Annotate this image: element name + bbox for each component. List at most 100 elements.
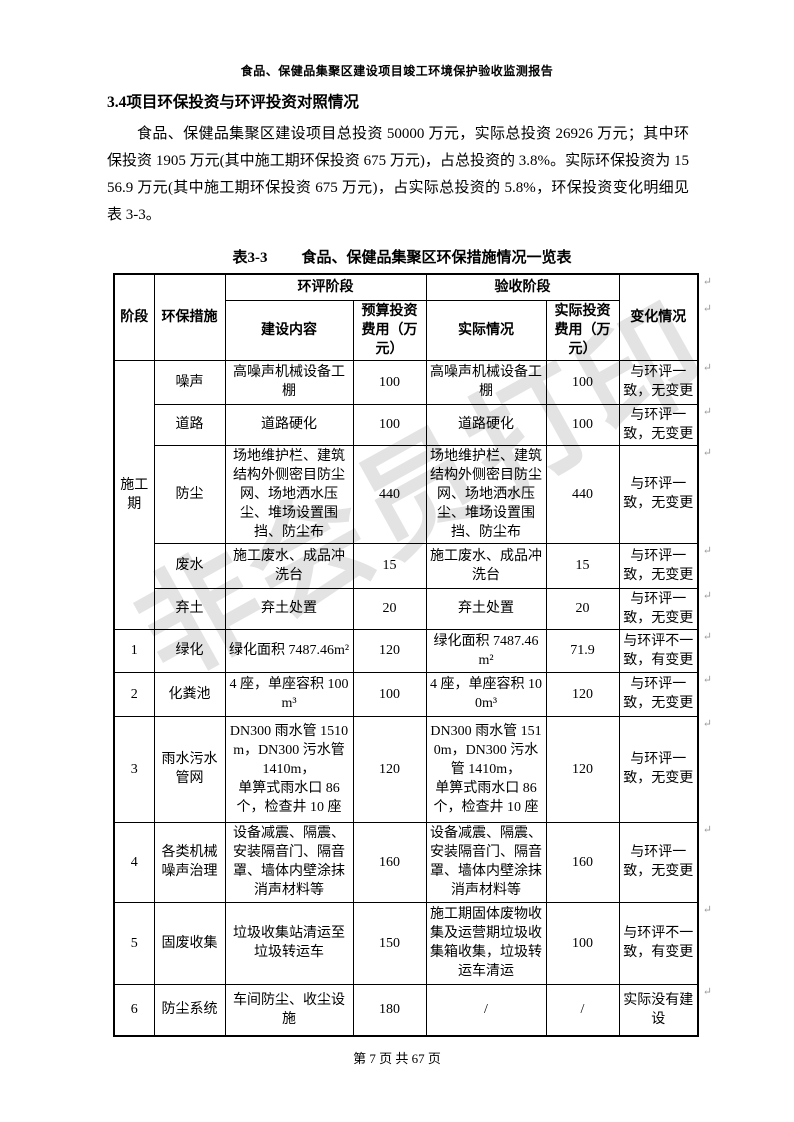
cell-change: 与环评一致，无变更 ↵ [618,587,712,630]
cell-measure: 化粪池 [153,671,226,717]
table-row: 防尘 场地维护栏、建筑结构外侧密目防尘网、场地洒水压尘、堆场设置围挡、防尘布 440… [114,444,712,544]
section-title: 3.4项目环保投资与环评投资对照情况 [107,94,359,111]
paragraph-mark: ↵ [702,303,712,315]
cell-actual-situation: 道路硬化 [425,403,547,446]
table-row: 2 化粪池 4 座，单座容积 100m³ 100 4 座，单座容积 100m³ 120 与环… [113,671,712,717]
cell-actual-cost: 100 [545,901,620,985]
cell-budget-cost: 20 [352,587,427,630]
paragraph-mark: ↵ [702,630,712,643]
paragraph-mark: ↵ [702,446,712,459]
cell-change: 与环评不一致，有变更 ↵ [618,628,712,673]
cell-construction-content: 场地维护栏、建筑结构外侧密目防尘网、场地洒水压尘、堆场设置围挡、防尘布 [224,444,354,544]
cell-stage: 6 [113,983,155,1037]
cell-actual-cost: 100 [545,359,620,405]
cell-construction-content: 绿化面积 7487.46m² [224,628,354,673]
cell-stage: 1 [113,628,155,673]
body-paragraph: 食品、保健品集聚区建设项目总投资 50000 万元，实际总投资 26926 万元… [107,126,689,223]
cell-construction-content: DN300 雨水管 1510m，DN300 污水管 1410m， 单箅式雨水口 … [224,715,354,823]
table-row: 废水 施工废水、成品冲洗台 15 施工废水、成品冲洗台 15 与环评一致，无变更 ↵ [114,542,712,589]
cell-measure: 防尘 [153,444,226,544]
cell-actual-situation: 施工期固体废物收集及运营期垃圾收集箱收集，垃圾转运车清运 [425,901,547,985]
header-change: 变化情况 ↵ ↵ [618,273,712,361]
cell-budget-cost: 120 [352,715,427,823]
cell-measure: 道路 [153,403,226,446]
header-stage: 阶段 [113,273,155,361]
table-caption: 表3-3 食品、保健品集聚区环保措施情况一览表 [107,246,697,267]
cell-measure: 雨水污水管网 [153,715,226,823]
cell-measure: 防尘系统 [153,983,226,1037]
table-row: 6 防尘系统 车间防尘、收尘设施 180// 实际没有建设 ↵ [113,983,712,1037]
table-row: 4 各类机械噪声治理 设备减震、隔震、安装隔音门、隔音罩、墙体内壁涂抹消声材料等 16… [113,821,712,903]
cell-change: 与环评一致，无变更 ↵ [618,821,712,903]
header-measure: 环保措施 [153,273,226,361]
table-row: 1 绿化 绿化面积 7487.46m² 120 绿化面积 7487.46m² 71.9 与环… [113,628,712,673]
paragraph-mark: ↵ [702,903,712,916]
cell-actual-situation: 弃土处置 [425,587,547,630]
cell-change: 与环评一致，无变更 ↵ [618,444,712,544]
cell-budget-cost: 15 [352,542,427,589]
cell-budget-cost: 180 [352,983,427,1037]
cell-stage: 4 [113,821,155,903]
cell-stage: 5 [113,901,155,985]
header-construction-content: 建设内容 [224,299,354,361]
paragraph-mark: ↵ [702,717,712,730]
cell-change: 与环评一致，无变更 ↵ [618,359,712,405]
header-actual-situation: 实际情况 [425,299,547,361]
header-acceptance-phase: 验收阶段 [425,273,620,301]
cell-actual-cost: 100 [545,403,620,446]
cell-construction-content: 高噪声机械设备工棚 [224,359,354,405]
cell-actual-cost: 71.9 [545,628,620,673]
table-row: 施工期 噪声 高噪声机械设备工棚 100 高噪声机械设备工棚 100 与环评一致，无变更 ↵ [113,359,712,630]
cell-actual-cost: 15 [545,542,620,589]
paragraph-mark: ↵ [702,589,712,602]
measures-table: 阶段 环保措施 环评阶段 验收阶段 变化情况 ↵ ↵ 建设内容 预算投资费用（万… [113,273,712,1037]
cell-change: 与环评一致，无变更 ↵ [618,403,712,446]
table-row: 3 雨水污水管网 DN300 雨水管 1510m，DN300 污水管 1410m， … [113,715,712,823]
table-caption-title: 食品、保健品集聚区环保措施情况一览表 [301,250,572,266]
cell-change: 与环评不一致，有变更 ↵ [618,901,712,985]
cell-actual-cost: 440 [545,444,620,544]
cell-budget-cost: 100 [352,359,427,405]
cell-construction-content: 4 座，单座容积 100m³ [224,671,354,717]
header-budget-cost: 预算投资费用（万元） [352,299,427,361]
measures-table-body: 施工期 噪声 高噪声机械设备工棚 100 高噪声机械设备工棚 100 与环评一致，无变更 ↵ 道… [113,359,712,1037]
cell-actual-cost: 120 [545,715,620,823]
paragraph-mark: ↵ [702,544,712,557]
cell-actual-cost: 20 [545,587,620,630]
header-row-2: 建设内容 预算投资费用（万元） 实际情况 实际投资费用（万元） [114,299,698,361]
cell-change: 与环评一致，无变更 ↵ [618,671,712,717]
paragraph-mark: ↵ [702,276,712,288]
cell-actual-situation: 高噪声机械设备工棚 [425,359,547,405]
cell-budget-cost: 150 [352,901,427,985]
cell-actual-situation: 施工废水、成品冲洗台 [425,542,547,589]
cell-actual-cost: 160 [545,821,620,903]
cell-stage: 3 [113,715,155,823]
cell-actual-situation: 场地维护栏、建筑结构外侧密目防尘网、场地洒水压尘、堆场设置围挡、防尘布 [425,444,547,544]
cell-construction-content: 垃圾收集站清运至垃圾转运车 [224,901,354,985]
cell-actual-cost: / [545,983,620,1037]
table-row: 弃土 弃土处置 20 弃土处置 20 与环评一致，无变更 ↵ [114,587,712,630]
cell-actual-situation: 设备减震、隔震、安装隔音门、隔音罩、墙体内壁涂抹消声材料等 [425,821,547,903]
table-row: 道路 道路硬化 100 道路硬化 100 与环评一致，无变更 ↵ [114,403,712,446]
cell-construction-content: 弃土处置 [224,587,354,630]
cell-actual-situation: 绿化面积 7487.46m² [425,628,547,673]
cell-measure: 弃土 [153,587,226,630]
cell-measure: 噪声 [153,359,226,405]
cell-construction-content: 施工废水、成品冲洗台 [224,542,354,589]
paragraph-mark: ↵ [702,985,712,998]
cell-construction-content: 车间防尘、收尘设施 [224,983,354,1037]
paragraph-mark: ↵ [702,673,712,686]
header-change-label: 变化情况 [630,309,687,325]
cell-construction-content: 道路硬化 [224,403,354,446]
cell-stage: 施工期 [113,359,155,630]
cell-measure: 各类机械噪声治理 [153,821,226,903]
cell-change: 与环评一致，无变更 ↵ [618,715,712,823]
cell-budget-cost: 440 [352,444,427,544]
cell-change: 实际没有建设 ↵ [618,983,712,1037]
paragraph-mark: ↵ [702,361,712,374]
page-footer: 第 7 页 共 67 页 [353,1051,441,1066]
cell-measure: 废水 [153,542,226,589]
paragraph-mark: ↵ [702,823,712,836]
page-header: 食品、保健品集聚区建设项目竣工环境保护验收监测报告 [240,64,554,78]
